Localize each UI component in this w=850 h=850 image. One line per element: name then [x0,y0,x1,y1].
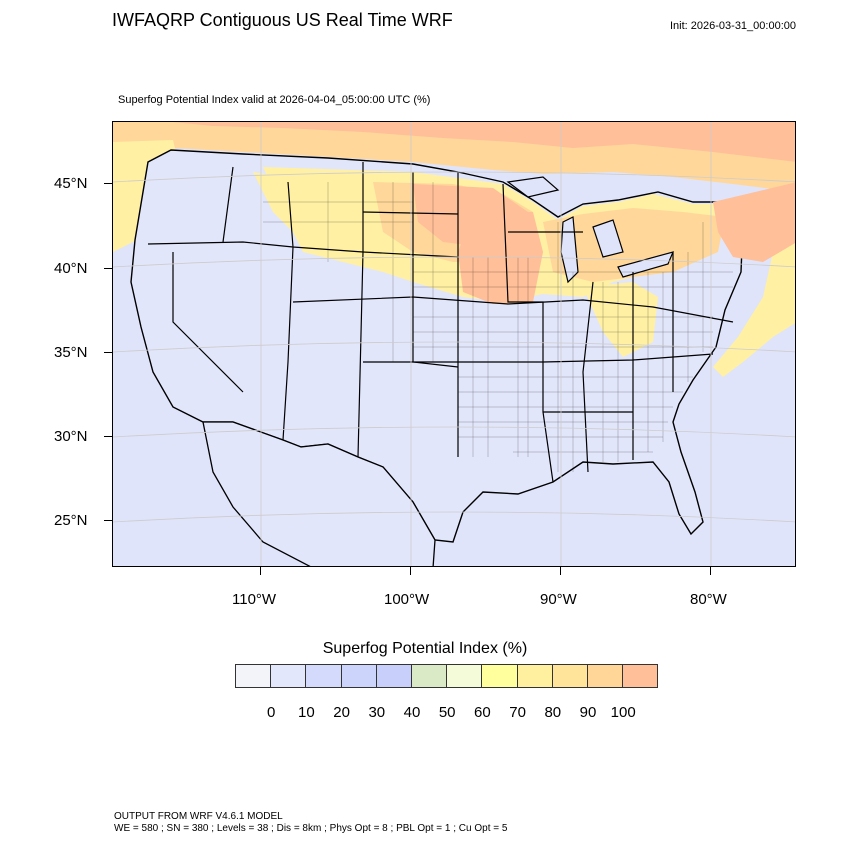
colorbar-tick-label: 30 [368,704,386,721]
colorbar-title: Superfog Potential Index (%) [322,640,528,657]
lat-label-30: 30°N [54,428,88,445]
colorbar-swatch [305,664,342,688]
colorbar-swatch [375,664,412,688]
lon-tick [560,567,561,575]
graticule [113,122,795,566]
lon-label-80w: 80°W [690,591,727,608]
lake-erie [617,251,675,278]
colorbar-tick-label: 40 [403,704,421,721]
colorbar-tick-label: 70 [509,704,526,721]
lake-huron [592,219,624,258]
colorbar-swatch [446,664,483,688]
colorbar-tick-label: 60 [474,704,491,721]
lon-label-90w: 90°W [540,591,577,608]
lat-tick [104,183,112,184]
init-time: Init: 2026-03-31_00:00:00 [670,20,796,32]
colorbar [235,664,659,688]
lon-tick [260,567,261,575]
colorbar-swatch [516,664,553,688]
map-canvas [113,122,795,566]
county-lines [263,182,733,472]
lat-tick [104,436,112,437]
colorbar-swatch [235,664,272,688]
lat-tick [104,268,112,269]
colorbar-swatch [340,664,377,688]
map-panel [112,121,796,567]
colorbar-swatch [410,664,448,688]
canada-high-fill [173,122,795,162]
map-title: IWFAQRP Contiguous US Real Time WRF [112,10,453,30]
colorbar-tick-label: 100 [610,704,636,721]
lat-tick [104,352,112,353]
lake-superior [506,176,560,198]
lon-tick [710,567,711,575]
colorbar-tick-label: 90 [579,704,597,721]
state-lines [147,162,734,483]
colorbar-swatch [481,664,518,688]
colorbar-tick-label: 20 [333,704,350,721]
colorbar-swatch [551,664,588,688]
lon-label-100w: 100°W [384,591,430,608]
lon-label-110w: 110°W [232,591,277,608]
model-footer-line2: WE = 580 ; SN = 380 ; Levels = 38 ; Dis … [114,823,508,834]
colorbar-swatch [270,664,307,688]
lat-label-40: 40°N [54,260,88,277]
colorbar-tick-label: 50 [438,704,456,721]
lat-label-45: 45°N [54,175,88,192]
colorbar-swatch [586,664,624,688]
lat-tick [104,520,112,521]
colorbar-tick-label: 10 [298,704,315,721]
colorbar-swatch [622,664,659,688]
model-footer-line1: OUTPUT FROM WRF V4.6.1 MODEL [114,811,283,822]
lon-tick [410,567,411,575]
colorbar-tick-label: 0 [267,704,276,721]
colorbar-tick-label: 80 [544,704,562,721]
lat-label-35: 35°N [54,344,88,361]
atlantic-band [713,186,795,377]
field-subtitle: Superfog Potential Index valid at 2026-0… [118,94,431,106]
lat-label-25: 25°N [54,512,88,529]
